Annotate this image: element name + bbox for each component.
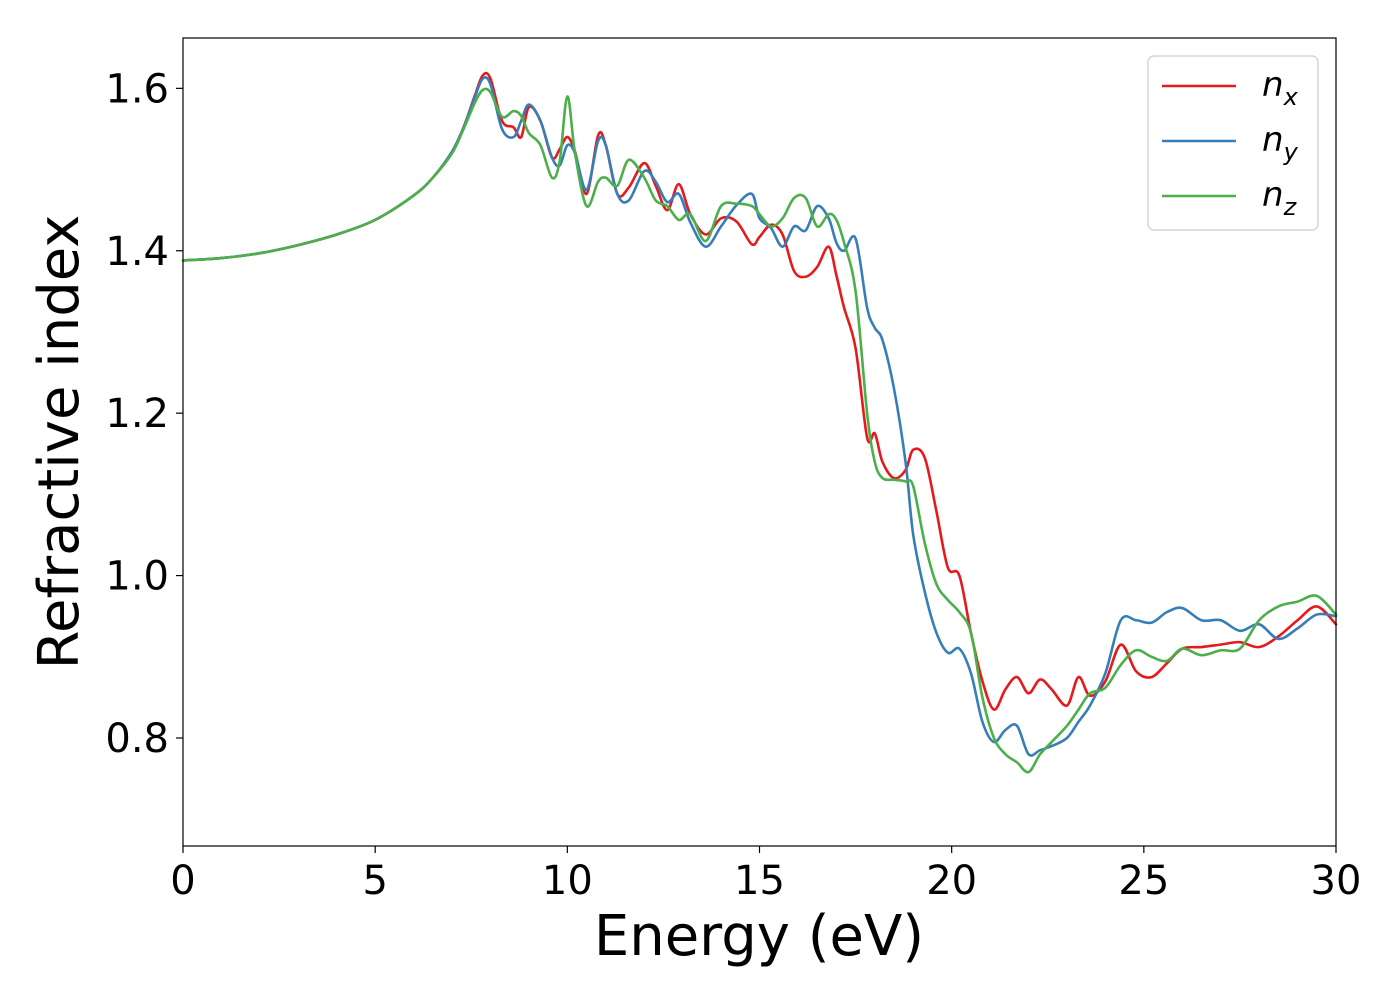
- y-tick-label: 0.8: [105, 716, 169, 762]
- y-axis-ticks: 0.8 1.0 1.2 1.4 1.6: [105, 66, 183, 762]
- legend-label-base: n: [1262, 175, 1284, 215]
- plot-background: [183, 38, 1336, 846]
- legend-box: [1147, 55, 1319, 231]
- x-tick-label: 25: [1118, 858, 1169, 904]
- y-axis-label: Refractive index: [27, 215, 92, 670]
- y-tick-label: 1.2: [105, 391, 169, 437]
- legend-label: ny: [1262, 120, 1299, 166]
- legend-label: nz: [1262, 175, 1298, 221]
- x-axis-ticks: 0 5 10 15 20 25 30: [170, 846, 1361, 904]
- series-line-n-y: [181, 76, 1338, 757]
- series-line-n-z: [181, 87, 1338, 774]
- x-tick-label: 10: [542, 858, 593, 904]
- y-tick-label: 1.0: [105, 554, 169, 600]
- x-tick-label: 5: [362, 858, 387, 904]
- x-tick-label: 20: [926, 858, 977, 904]
- legend-label-base: n: [1262, 65, 1284, 105]
- x-tick-label: 30: [1311, 858, 1362, 904]
- x-axis-label: Energy (eV): [594, 904, 924, 969]
- legend-label-base: n: [1262, 120, 1284, 160]
- x-tick-label: 0: [170, 858, 195, 904]
- x-tick-label: 15: [734, 858, 785, 904]
- legend-label-subscript: y: [1283, 138, 1299, 166]
- legend-label: nx: [1262, 65, 1299, 111]
- series-layer: [181, 71, 1338, 774]
- y-tick-label: 1.4: [105, 229, 169, 275]
- y-tick-label: 1.6: [105, 66, 169, 112]
- legend-label-subscript: x: [1283, 83, 1299, 111]
- legend-label-subscript: z: [1283, 193, 1298, 221]
